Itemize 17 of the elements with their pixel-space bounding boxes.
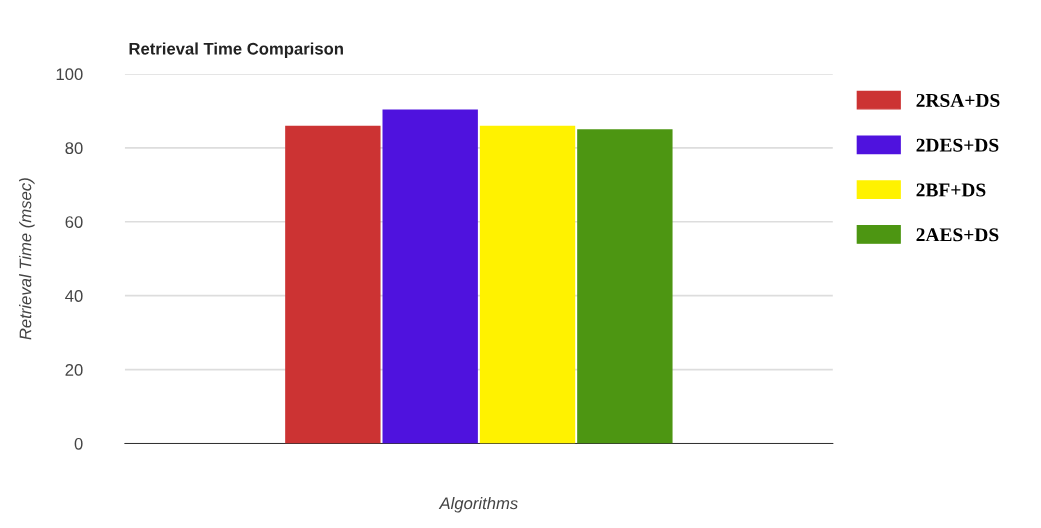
legend-label: 2DES+DS (916, 138, 999, 152)
y-tick-label: 80 (65, 142, 83, 155)
legend-label: 2AES+DS (916, 228, 999, 242)
y-tick-label: 100 (56, 68, 83, 81)
bar (285, 125, 381, 444)
bar (382, 109, 478, 444)
bar (577, 129, 673, 444)
bar (479, 125, 576, 444)
x-axis-title: Algorithms (438, 496, 518, 513)
y-tick-label: 60 (65, 216, 83, 228)
y-tick-label: 40 (65, 290, 83, 302)
legend-label: 2BF+DS (916, 183, 986, 197)
chart-title: Retrieval Time Comparison (129, 42, 343, 58)
y-tick-label: 0 (74, 437, 83, 450)
legend-label: 2RSA+DS (916, 93, 1000, 107)
y-axis-title: Retrieval Time (msec) (19, 178, 35, 340)
y-tick-label: 20 (65, 364, 83, 376)
